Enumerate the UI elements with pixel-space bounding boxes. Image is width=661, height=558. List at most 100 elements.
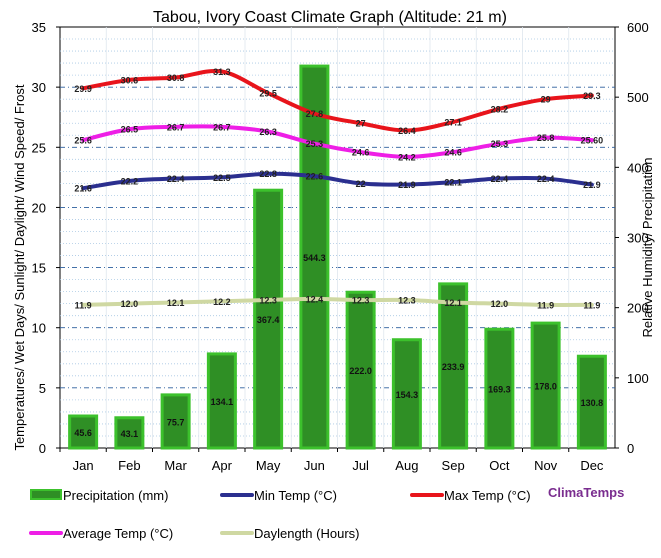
legend-label: Min Temp (°C) xyxy=(254,488,337,503)
y2-tick-label: 0 xyxy=(627,441,634,456)
x-tick-label: Jun xyxy=(304,458,325,473)
y-axis-title: Temperatures/ Wet Days/ Sunlight/ Daylig… xyxy=(12,84,27,450)
data-label: 22.5 xyxy=(213,173,231,183)
data-label: 22.2 xyxy=(121,176,139,186)
data-label: 25.3 xyxy=(306,139,324,149)
series-line xyxy=(81,171,594,191)
data-label: 233.9 xyxy=(442,362,465,372)
data-label: 12.1 xyxy=(444,298,462,308)
data-label: 22.4 xyxy=(491,174,509,184)
x-tick-label: Oct xyxy=(489,458,510,473)
y-tick-label: 20 xyxy=(32,200,46,215)
data-label: 29.3 xyxy=(583,91,601,101)
series-line xyxy=(81,124,594,159)
data-label: 43.1 xyxy=(121,429,139,439)
y2-axis-title: Relative Humidity/ Precipitation xyxy=(640,158,655,338)
data-label: 21.9 xyxy=(398,180,416,190)
precipitation-bar xyxy=(391,338,422,450)
chart-title: Tabou, Ivory Coast Climate Graph (Altitu… xyxy=(153,9,507,26)
data-label: 29 xyxy=(541,95,551,105)
data-label: 22 xyxy=(356,179,366,189)
y2-tick-label: 400 xyxy=(627,160,649,175)
data-label: 75.7 xyxy=(167,417,185,427)
data-label: 12.3 xyxy=(259,296,277,306)
y2-tick-label: 200 xyxy=(627,301,649,316)
y-tick-label: 25 xyxy=(32,140,46,155)
x-tick-label: Feb xyxy=(118,458,140,473)
data-label: 12.2 xyxy=(213,297,231,307)
data-label: 31.3 xyxy=(213,67,231,77)
data-label: 25.8 xyxy=(537,133,555,143)
precipitation-bar xyxy=(484,327,515,450)
data-label: 45.6 xyxy=(74,428,92,438)
x-tick-label: Nov xyxy=(534,458,558,473)
data-label: 24.6 xyxy=(352,148,370,158)
data-label: 28.2 xyxy=(491,104,509,114)
x-tick-label: Apr xyxy=(212,458,233,473)
data-label: 29.9 xyxy=(74,84,92,94)
precipitation-bar xyxy=(299,64,330,450)
data-label: 22.6 xyxy=(306,172,324,182)
data-label: 544.3 xyxy=(303,253,326,263)
y-tick-label: 5 xyxy=(39,381,46,396)
legend-label: Max Temp (°C) xyxy=(444,488,531,503)
data-label: 169.3 xyxy=(488,385,511,395)
data-label: 11.9 xyxy=(75,300,92,310)
series-line xyxy=(81,68,594,133)
y-tick-label: 0 xyxy=(39,441,46,456)
data-label: 12.4 xyxy=(306,294,324,304)
data-label: 22.4 xyxy=(537,174,555,184)
data-label: 130.8 xyxy=(581,398,604,408)
data-label: 24.2 xyxy=(398,152,416,162)
data-label: 26.5 xyxy=(121,125,139,135)
data-label: 21.6 xyxy=(74,184,92,194)
y-tick-label: 30 xyxy=(32,80,46,95)
legend-label: Daylength (Hours) xyxy=(254,526,360,541)
x-tick-label: Sep xyxy=(442,458,465,473)
x-tick-label: Aug xyxy=(395,458,418,473)
y2-tick-label: 600 xyxy=(627,20,649,35)
data-label: 25.3 xyxy=(491,139,509,149)
data-label: 24.6 xyxy=(444,148,462,158)
data-label: 25.60 xyxy=(581,136,604,146)
data-label: 26.7 xyxy=(167,122,185,132)
data-label: 12.3 xyxy=(398,296,416,306)
y-tick-label: 15 xyxy=(32,261,46,276)
x-tick-label: Jul xyxy=(352,458,369,473)
x-tick-label: Mar xyxy=(164,458,187,473)
data-label: 12.3 xyxy=(352,296,370,306)
data-label: 26.4 xyxy=(398,126,416,136)
precipitation-bar xyxy=(345,290,376,450)
x-tick-label: Jan xyxy=(73,458,94,473)
data-label: 27.1 xyxy=(444,118,462,128)
precipitation-bar xyxy=(438,282,469,450)
data-label: 12.1 xyxy=(167,298,185,308)
data-label: 12.0 xyxy=(121,299,139,309)
precipitation-bar xyxy=(530,321,561,450)
series-line xyxy=(81,296,594,307)
precipitation-bar xyxy=(68,414,99,450)
precipitation-bar xyxy=(576,354,607,450)
data-label: 30.6 xyxy=(121,75,139,85)
y2-tick-label: 300 xyxy=(627,231,649,246)
y-tick-label: 10 xyxy=(32,321,46,336)
data-label: 11.9 xyxy=(583,300,600,310)
data-label: 29.5 xyxy=(259,89,277,99)
precipitation-bar xyxy=(253,188,284,450)
data-label: 367.4 xyxy=(257,315,280,325)
data-label: 22.1 xyxy=(444,178,462,188)
data-label: 222.0 xyxy=(349,366,372,376)
data-label: 134.1 xyxy=(211,397,234,407)
legend-label: Precipitation (mm) xyxy=(63,488,168,503)
y2-tick-label: 100 xyxy=(627,371,649,386)
x-tick-label: May xyxy=(256,458,281,473)
precipitation-bar xyxy=(114,416,145,450)
x-tick-label: Dec xyxy=(580,458,604,473)
data-label: 12.0 xyxy=(491,299,509,309)
data-label: 30.8 xyxy=(167,73,185,83)
data-label: 26.7 xyxy=(213,122,231,132)
data-label: 154.3 xyxy=(396,390,419,400)
data-label: 11.9 xyxy=(537,300,554,310)
brand-label: ClimaTemps xyxy=(548,485,624,500)
